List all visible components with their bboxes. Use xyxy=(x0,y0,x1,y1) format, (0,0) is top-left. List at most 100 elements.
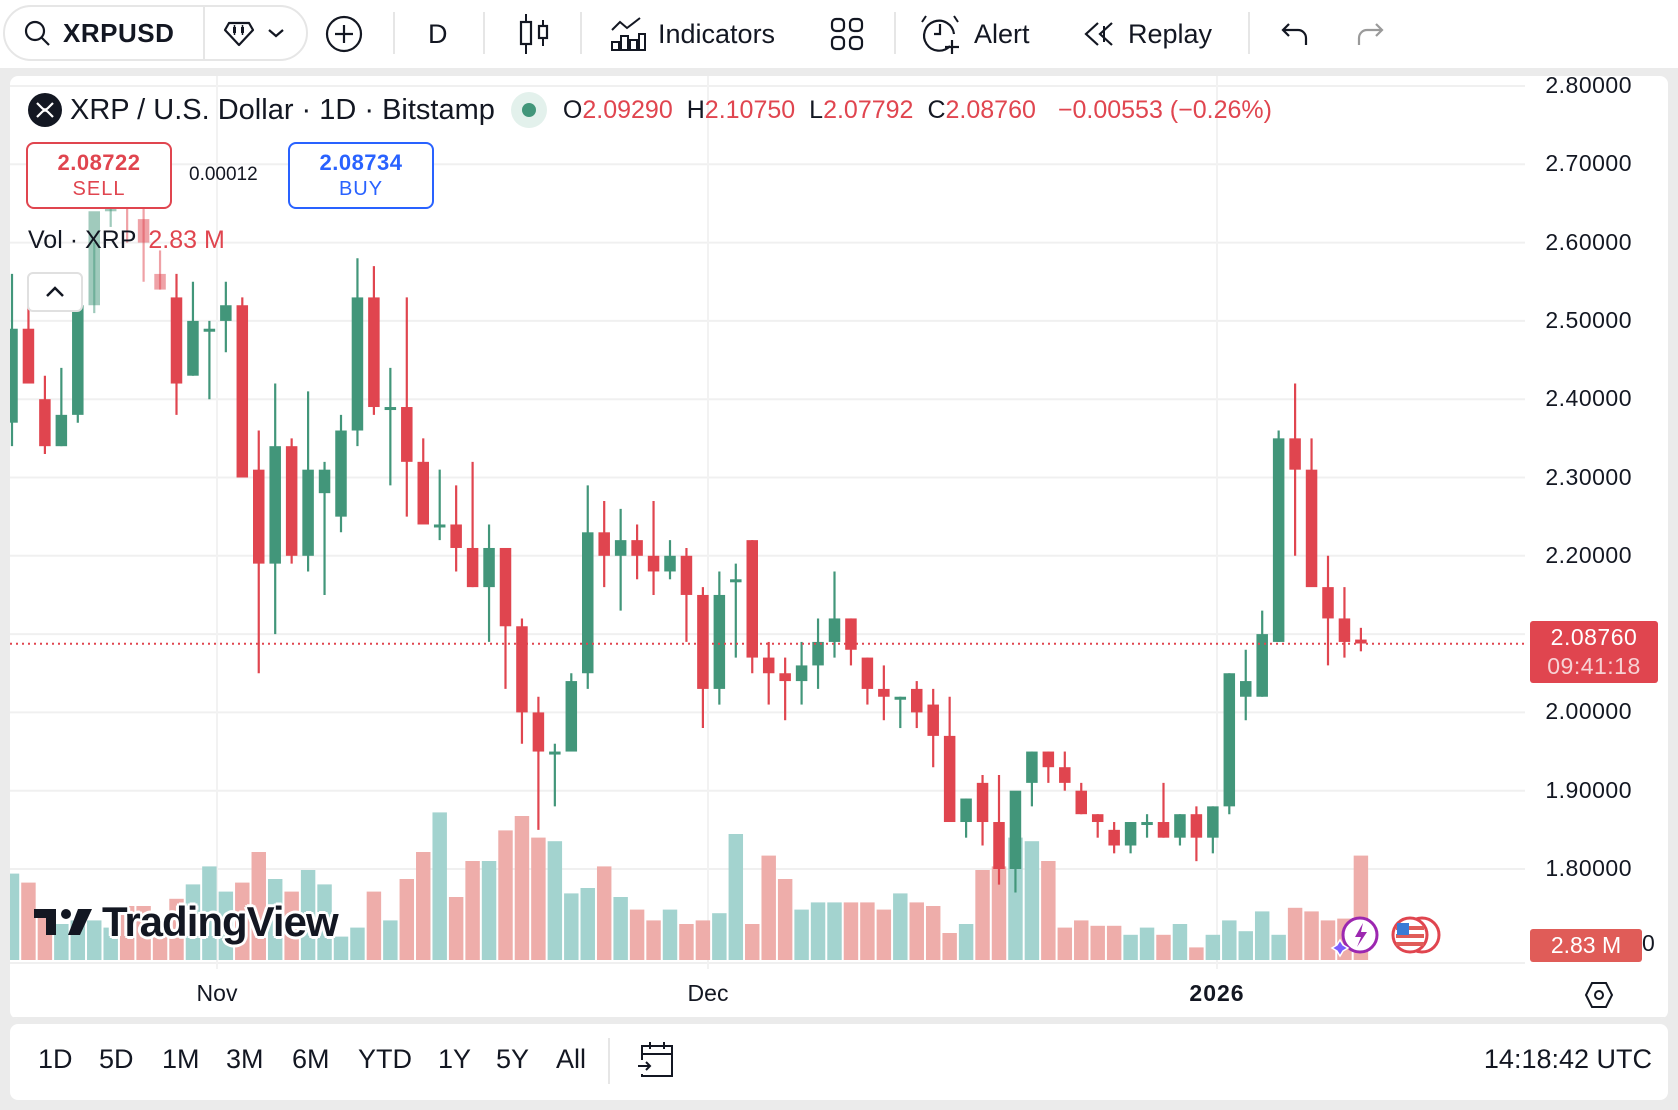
candle xyxy=(549,743,561,807)
toolbar-divider xyxy=(894,12,896,54)
indicators-button[interactable]: Indicators xyxy=(610,0,775,68)
candle xyxy=(1026,751,1038,807)
candle xyxy=(614,508,627,611)
volume-bar xyxy=(1205,934,1221,960)
volume-bar xyxy=(465,861,480,960)
volume-bar xyxy=(300,870,316,960)
candle xyxy=(1272,430,1285,642)
bar-countdown: 09:41:18 xyxy=(1547,653,1641,679)
layouts-button[interactable] xyxy=(830,0,864,68)
chart-type-button[interactable] xyxy=(516,0,552,68)
price-axis-label: 2.00000 xyxy=(1545,698,1632,725)
range-button-3m[interactable]: 3M xyxy=(226,1044,264,1074)
volume-legend[interactable]: Vol · XRP 2.83 M xyxy=(28,226,225,255)
volume-bar xyxy=(1123,934,1138,960)
candle xyxy=(55,367,68,447)
volume-bar xyxy=(1156,934,1171,960)
collapse-legend-button[interactable] xyxy=(27,272,83,312)
candle xyxy=(137,195,150,282)
interval-button[interactable]: D xyxy=(428,0,448,68)
range-button-6m[interactable]: 6M xyxy=(292,1044,330,1074)
go-to-date-button[interactable] xyxy=(636,1040,676,1085)
volume-bar xyxy=(1090,925,1105,960)
candle xyxy=(697,587,709,729)
range-button-5y[interactable]: 5Y xyxy=(496,1044,530,1074)
time-axis-label: Nov xyxy=(196,980,238,1006)
volume-bar xyxy=(942,933,957,960)
price-axis-label: 2.40000 xyxy=(1545,385,1632,412)
toolbar-divider xyxy=(393,12,395,54)
volume-bar xyxy=(827,902,842,960)
compare-symbol-button[interactable] xyxy=(325,0,363,68)
range-button-1d[interactable]: 1D xyxy=(38,1044,73,1074)
xrp-logo-icon xyxy=(28,93,62,127)
market-status-indicator[interactable] xyxy=(510,92,547,128)
buy-button[interactable]: 2.08734 BUY xyxy=(288,142,434,209)
time-axis-label: 2026 xyxy=(1189,980,1245,1006)
layouts-icon xyxy=(830,17,864,51)
us-flag-economic-event-icon[interactable] xyxy=(1391,916,1441,954)
volume-bar xyxy=(1222,920,1237,960)
replay-button[interactable]: Replay xyxy=(1082,0,1212,68)
range-button-ytd[interactable]: YTD xyxy=(358,1044,412,1074)
alert-button[interactable]: Alert xyxy=(920,0,1030,68)
candle xyxy=(220,281,232,353)
symbol-type-dropdown[interactable] xyxy=(205,19,285,47)
volume-bar xyxy=(1271,934,1286,960)
tradingview-watermark[interactable]: TradingView xyxy=(32,898,339,946)
undo-button[interactable] xyxy=(1280,0,1310,68)
candle xyxy=(516,618,528,744)
toolbar-divider xyxy=(483,12,485,54)
symbol-title[interactable]: XRP / U.S. Dollar · 1D · Bitstamp xyxy=(70,93,495,126)
volume-bar xyxy=(185,884,201,960)
lightning-event-icon[interactable] xyxy=(1330,916,1379,958)
hexagon-settings-icon xyxy=(1584,982,1614,1008)
volume-bar xyxy=(317,884,332,960)
candle xyxy=(1355,627,1367,652)
volume-bar xyxy=(860,902,875,960)
volume-bar xyxy=(1172,924,1188,960)
symbol-search-button[interactable]: XRPUSD xyxy=(5,7,205,59)
volume-bar xyxy=(267,879,283,960)
redo-button[interactable] xyxy=(1355,0,1385,68)
range-button-1m[interactable]: 1M xyxy=(162,1044,200,1074)
event-badges[interactable] xyxy=(1330,914,1450,963)
axis-settings-button[interactable] xyxy=(1584,980,1614,1015)
candle xyxy=(598,500,610,588)
price-axis-label: 2.80000 xyxy=(1545,76,1632,98)
candle xyxy=(960,798,972,838)
volume-axis-label-partial: 0 xyxy=(1642,930,1655,956)
candle xyxy=(762,641,775,705)
candle xyxy=(351,258,364,447)
range-button-all[interactable]: All xyxy=(556,1044,587,1074)
volume-bar xyxy=(152,920,168,960)
buy-price: 2.08734 xyxy=(319,150,403,175)
volume-bar xyxy=(893,893,908,960)
alert-label: Alert xyxy=(974,18,1030,49)
change-value: −0.00553 (−0.26%) xyxy=(1057,95,1272,124)
candle xyxy=(647,500,660,595)
candle xyxy=(894,696,907,729)
volume-bar xyxy=(810,902,826,960)
candle xyxy=(828,571,841,658)
candlestick-chart[interactable] xyxy=(10,76,1668,1019)
candle xyxy=(401,297,413,517)
volume-bar xyxy=(1074,920,1089,960)
volume-bar xyxy=(350,927,365,960)
bottom-toolbar: 1D 5D 1M 3M 6M YTD 1Y 5Y All 14:18:42 UTC xyxy=(10,1024,1668,1100)
candle xyxy=(269,383,281,635)
candle xyxy=(1338,587,1351,658)
chart-pane[interactable]: XRP / U.S. Dollar · 1D · Bitstamp O2.092… xyxy=(10,76,1668,1019)
utc-clock[interactable]: 14:18:42 UTC xyxy=(1483,1044,1652,1074)
range-button-5d[interactable]: 5D xyxy=(99,1044,134,1074)
alarm-clock-icon xyxy=(921,15,959,54)
volume-bar xyxy=(103,927,118,960)
toolbar-divider xyxy=(580,12,582,54)
replay-icon xyxy=(1084,22,1113,46)
range-button-1y[interactable]: 1Y xyxy=(438,1044,472,1074)
sell-button[interactable]: 2.08722 SELL xyxy=(26,142,172,209)
ohlc-values: O2.09290 H2.10750 L2.07792 C2.08760 −0.0… xyxy=(562,95,1272,124)
toolbar-divider xyxy=(1248,12,1250,54)
volume-bar xyxy=(1238,931,1253,960)
candle xyxy=(187,281,199,376)
